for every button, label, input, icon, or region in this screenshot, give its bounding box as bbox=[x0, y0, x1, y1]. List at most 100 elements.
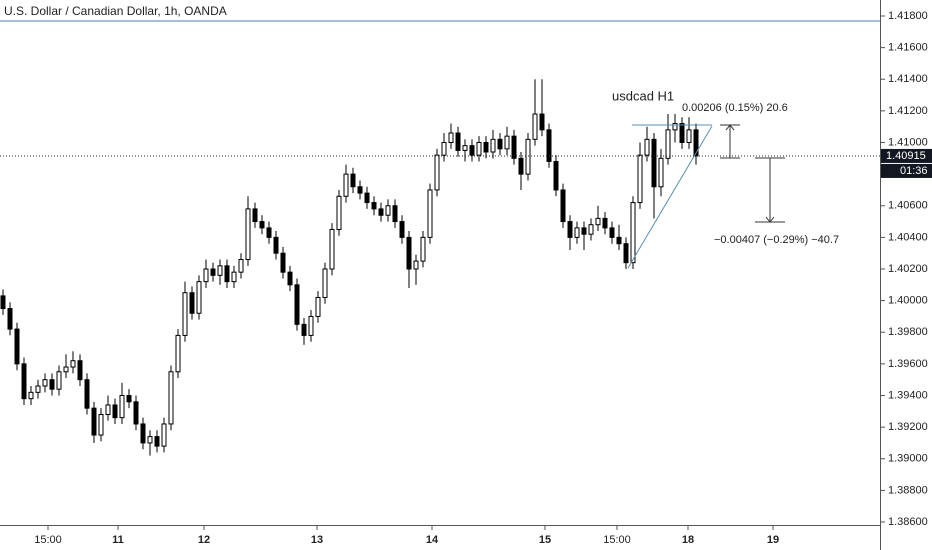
candle-body bbox=[350, 173, 356, 188]
candle-body bbox=[455, 132, 461, 151]
candle-body bbox=[427, 189, 433, 238]
candle-body bbox=[70, 360, 76, 368]
candle-body bbox=[413, 260, 419, 270]
candle-body bbox=[49, 379, 55, 390]
candle-body bbox=[119, 395, 125, 419]
candle-body bbox=[371, 202, 377, 210]
candle-body bbox=[329, 228, 335, 270]
y-tick-label: 1.39000 bbox=[888, 453, 928, 465]
candle-body bbox=[126, 395, 132, 403]
candle-body bbox=[245, 208, 251, 261]
candle-body bbox=[210, 268, 216, 276]
candle-body bbox=[686, 129, 692, 144]
candle-body bbox=[392, 205, 398, 223]
x-tick-label: 15 bbox=[539, 534, 551, 546]
candle-body bbox=[154, 436, 160, 447]
candle-body bbox=[644, 138, 650, 156]
countdown-badge bbox=[881, 163, 932, 178]
candle-body bbox=[343, 173, 349, 197]
candle-body bbox=[238, 259, 244, 273]
candle-body bbox=[168, 371, 174, 425]
chart-title: U.S. Dollar / Canadian Dollar, 1h, OANDA bbox=[4, 4, 227, 18]
candle-body bbox=[175, 334, 181, 373]
candle-body bbox=[420, 236, 426, 262]
y-tick-label: 1.41000 bbox=[888, 136, 928, 148]
candle-body bbox=[322, 268, 328, 298]
y-tick-label: 1.39400 bbox=[888, 389, 928, 401]
candle-body bbox=[112, 404, 118, 419]
candle-body bbox=[665, 129, 671, 159]
candle-body bbox=[553, 160, 559, 191]
candle-body bbox=[28, 391, 34, 400]
candle-body bbox=[399, 221, 405, 238]
candle-body bbox=[301, 323, 307, 336]
candle-body bbox=[672, 123, 678, 131]
candle-body bbox=[574, 227, 580, 238]
y-tick-label: 1.40000 bbox=[888, 295, 928, 307]
countdown-label: 01:36 bbox=[900, 165, 928, 177]
x-tick-label: 13 bbox=[311, 534, 323, 546]
candle-body bbox=[273, 236, 279, 254]
candle-body bbox=[588, 224, 594, 235]
candle-body bbox=[161, 423, 167, 447]
candle-body bbox=[623, 243, 629, 264]
candle-body bbox=[294, 284, 300, 325]
y-tick-label: 1.41200 bbox=[888, 105, 928, 117]
candle-body bbox=[378, 208, 384, 216]
candle-body bbox=[511, 135, 517, 159]
candle-body bbox=[280, 252, 286, 273]
annotation: 0.00206 (0.15%) 20.6 bbox=[682, 102, 788, 114]
candle-body bbox=[385, 205, 391, 216]
last-price-label: 1.40915 bbox=[886, 150, 926, 162]
candle-body bbox=[497, 138, 503, 150]
candle-body bbox=[441, 142, 447, 156]
candle-body bbox=[616, 236, 622, 245]
x-tick-label: 15:00 bbox=[34, 534, 62, 546]
x-tick-label: 14 bbox=[426, 534, 439, 546]
candle-body bbox=[490, 138, 496, 153]
y-tick-label: 1.40400 bbox=[888, 231, 928, 243]
y-tick-label: 1.41400 bbox=[888, 73, 928, 85]
candle-body bbox=[84, 379, 90, 409]
candle-body bbox=[14, 328, 20, 365]
x-tick-label: 15:00 bbox=[603, 534, 631, 546]
candle-body bbox=[560, 189, 566, 223]
plot bbox=[0, 20, 880, 456]
candle-body bbox=[434, 154, 440, 191]
y-tick-label: 1.38600 bbox=[888, 516, 928, 528]
candle-body bbox=[406, 236, 412, 270]
candle-body bbox=[693, 129, 699, 157]
y-tick-label: 1.39800 bbox=[888, 326, 928, 338]
candle-body bbox=[7, 308, 13, 330]
candle-body bbox=[42, 379, 48, 387]
candle-body bbox=[595, 217, 601, 226]
candle-body bbox=[532, 113, 538, 140]
candle-body bbox=[469, 145, 475, 156]
candle-body bbox=[77, 360, 83, 381]
candle-body bbox=[224, 265, 230, 283]
candle-body bbox=[546, 129, 552, 162]
x-tick-label: 19 bbox=[767, 534, 779, 546]
candle-body bbox=[630, 202, 636, 264]
y-tick-label: 1.40200 bbox=[888, 263, 928, 275]
candle-body bbox=[539, 113, 545, 131]
candle-body bbox=[308, 315, 314, 336]
candle-body bbox=[658, 157, 664, 188]
candle-body bbox=[203, 268, 209, 283]
candle-body bbox=[336, 195, 342, 230]
annotation: usdcad H1 bbox=[612, 88, 674, 103]
candle-body bbox=[651, 138, 657, 188]
candle-body bbox=[637, 154, 643, 204]
y-tick-label: 1.38800 bbox=[888, 484, 928, 496]
y-tick-label: 1.40600 bbox=[888, 200, 928, 212]
trend-line bbox=[627, 125, 713, 269]
y-tick-label: 1.39600 bbox=[888, 358, 928, 370]
candle-body bbox=[182, 292, 188, 336]
candle-body bbox=[259, 221, 265, 229]
candle-body bbox=[504, 135, 510, 150]
candle-body bbox=[105, 404, 111, 415]
candle-body bbox=[133, 401, 139, 425]
candle-body bbox=[266, 227, 272, 238]
candle-body bbox=[357, 186, 363, 194]
